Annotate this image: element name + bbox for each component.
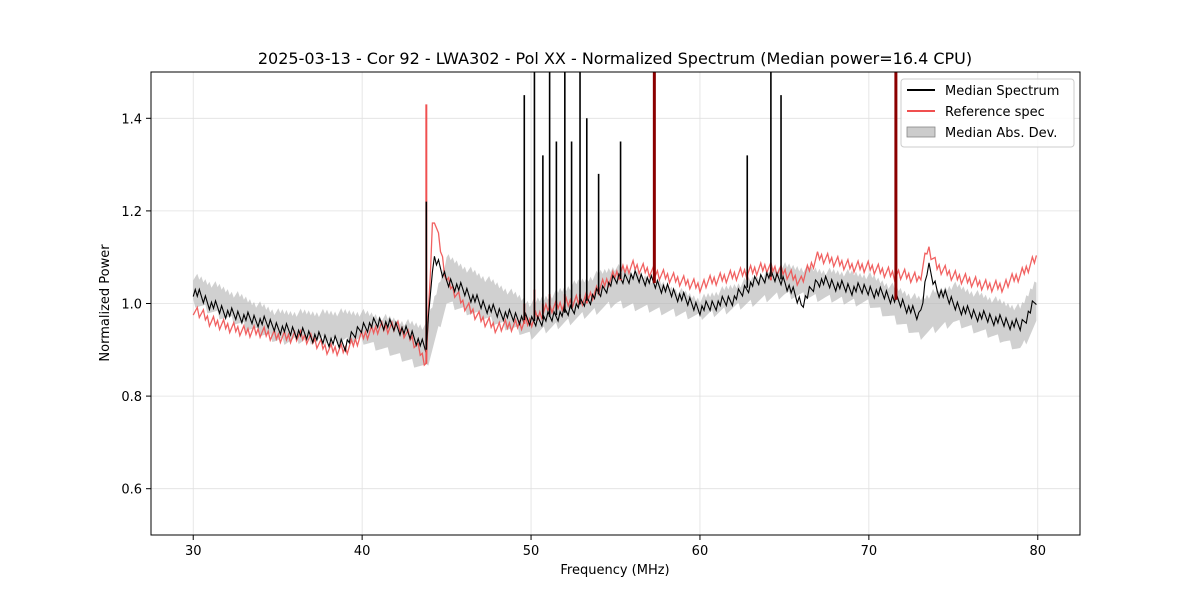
x-tick-label: 70 (861, 544, 878, 559)
legend-label-reference: Reference spec (945, 105, 1045, 120)
plot-area (192, 72, 1038, 368)
legend-label-median: Median Spectrum (945, 84, 1059, 99)
mad-band (193, 254, 1037, 368)
y-tick-label: 1.2 (121, 205, 142, 220)
x-tick-label: 40 (354, 544, 371, 559)
y-axis-label: Normalized Power (98, 244, 113, 362)
axis-ticks: 30 40 50 60 70 80 0.6 0.8 1.0 1.2 1.4 (121, 112, 1046, 559)
legend-label-mad: Median Abs. Dev. (945, 126, 1057, 141)
y-tick-label: 0.6 (121, 483, 142, 498)
y-tick-label: 1.0 (121, 298, 142, 313)
y-tick-label: 1.4 (121, 112, 142, 127)
x-axis-label: Frequency (MHz) (560, 563, 669, 578)
chart-title: 2025-03-13 - Cor 92 - LWA302 - Pol XX - … (258, 49, 972, 68)
legend-swatch-mad (906, 126, 936, 138)
x-tick-label: 30 (185, 544, 202, 559)
x-tick-label: 50 (523, 544, 540, 559)
legend: Median Spectrum Reference spec Median Ab… (900, 78, 1075, 148)
x-tick-label: 80 (1029, 544, 1046, 559)
legend-box (900, 78, 1075, 148)
y-tick-label: 0.8 (121, 390, 142, 405)
x-tick-label: 60 (692, 544, 709, 559)
